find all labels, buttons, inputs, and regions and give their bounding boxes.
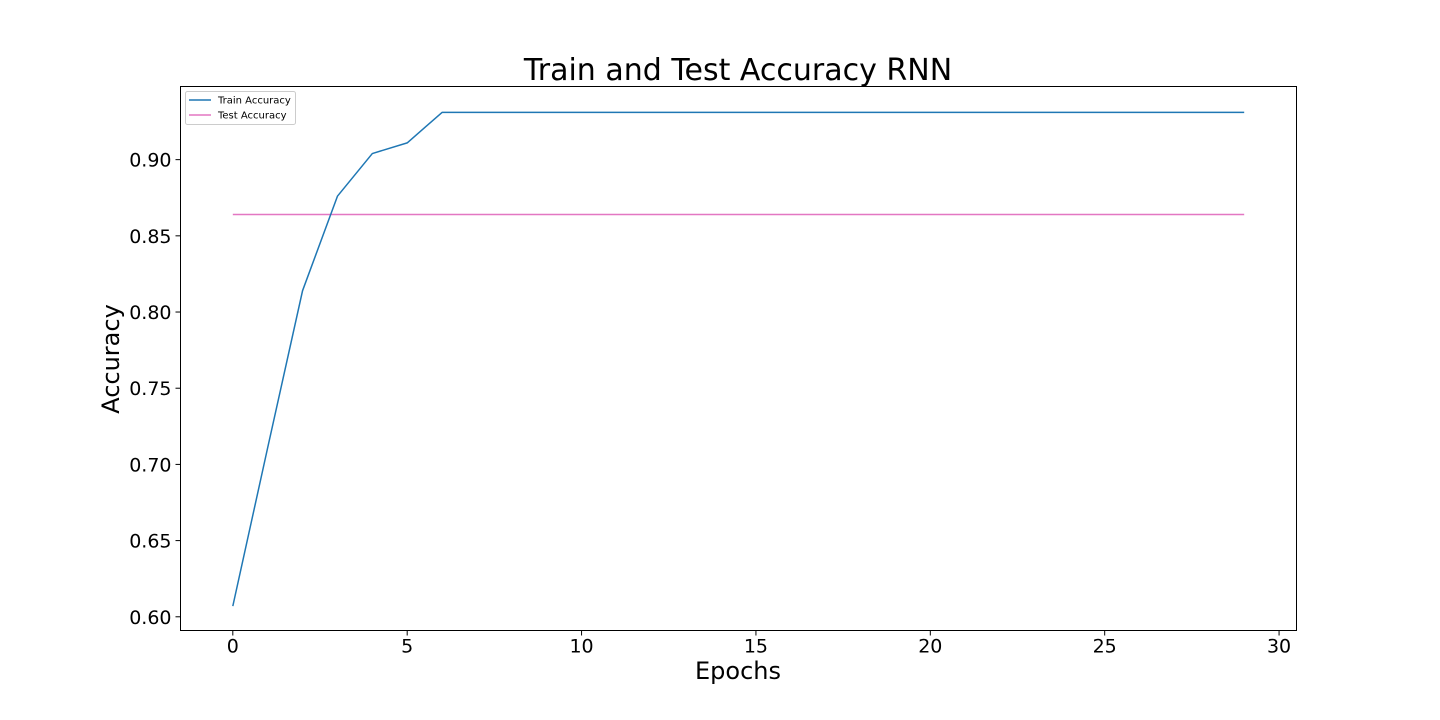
y-tick-label: 0.60 xyxy=(129,607,171,629)
x-tick-label: 0 xyxy=(227,636,239,658)
y-axis-ticks: 0.60 0.65 0.70 0.75 0.80 0.85 0.90 xyxy=(129,150,181,629)
x-tick-label: 10 xyxy=(569,636,593,658)
x-axis-ticks: 0 5 10 15 20 25 30 xyxy=(227,630,1291,658)
x-tick-label: 25 xyxy=(1093,636,1117,658)
y-tick-label: 0.70 xyxy=(129,454,171,476)
x-axis-label: Epochs xyxy=(695,657,781,685)
y-tick-label: 0.90 xyxy=(129,150,171,172)
x-tick-label: 20 xyxy=(918,636,942,658)
series-lines xyxy=(232,111,1245,607)
x-tick-label: 15 xyxy=(744,636,768,658)
legend-train-label: Train Accuracy xyxy=(217,96,291,107)
y-tick-label: 0.65 xyxy=(129,531,171,553)
chart-title: Train and Test Accuracy RNN xyxy=(523,53,952,88)
legend-frame xyxy=(185,91,296,125)
y-tick-label: 0.75 xyxy=(129,378,171,400)
y-tick-label: 0.85 xyxy=(129,226,171,248)
legend-test-label: Test Accuracy xyxy=(217,111,287,122)
legend: Train Accuracy Test Accuracy xyxy=(185,91,296,125)
x-tick-label: 30 xyxy=(1267,636,1291,658)
y-tick-label: 0.80 xyxy=(129,302,171,324)
y-axis-label: Accuracy xyxy=(97,304,125,414)
train-accuracy-line xyxy=(232,111,1245,607)
plot-area xyxy=(180,86,1297,631)
x-tick-label: 5 xyxy=(401,636,413,658)
